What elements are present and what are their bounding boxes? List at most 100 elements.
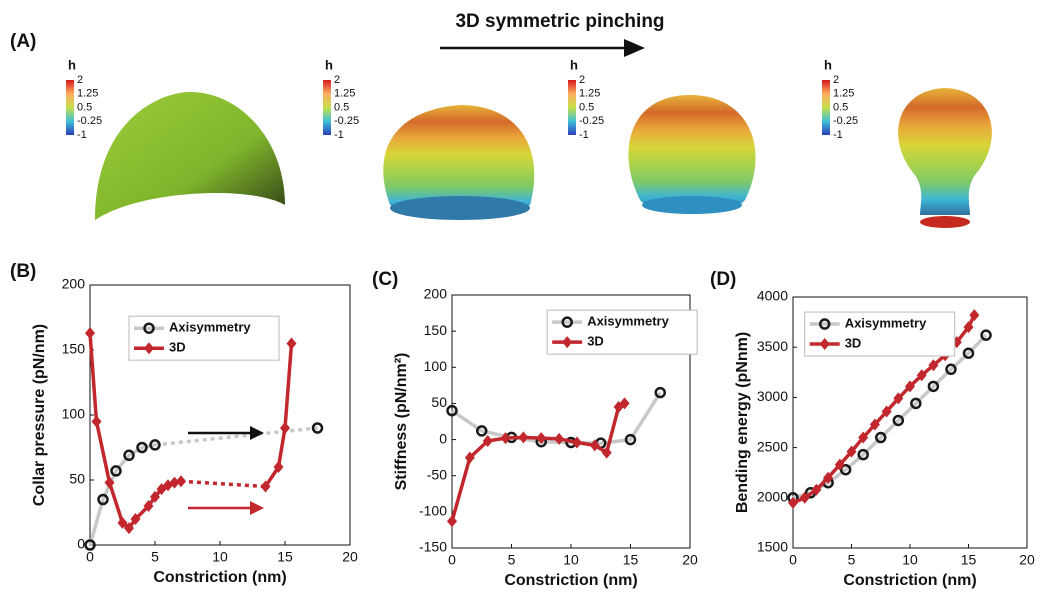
x-tick-label: 15 [961,552,977,568]
legend-label: 3D [587,334,604,349]
y-tick-label: -100 [419,503,447,519]
y-tick-label: 3000 [757,388,788,404]
x-tick-label: 10 [212,549,228,565]
legend-marker [819,338,830,351]
legend-marker [143,322,155,334]
marker [464,451,475,464]
marker [97,493,109,506]
marker [654,386,666,399]
marker [476,425,488,437]
marker [176,475,186,488]
marker [869,418,880,431]
y-tick-label: 100 [424,358,448,374]
panel-label: (B) [10,261,36,282]
colorbar-tick: 0.5 [833,101,848,113]
marker [811,483,822,496]
colorbar-tick: 2 [334,74,340,86]
y-tick-label: 50 [69,471,85,487]
shape-hemisphere [95,92,285,220]
marker [446,404,458,417]
legend-marker [561,316,573,328]
series-line [264,343,294,488]
marker [927,380,940,393]
x-tick-label: 15 [623,552,639,568]
marker [619,397,630,410]
marker [945,363,957,376]
colorbar-label: h [68,57,76,72]
legend-marker [144,342,154,355]
legend-label: 3D [169,340,186,355]
colorbar-tick: 1.25 [579,88,600,100]
series-line [154,426,318,447]
legend-marker [562,336,573,349]
colorbar-tick: 2 [77,74,83,86]
marker [916,369,927,382]
marker [286,337,297,350]
marker [823,471,834,484]
marker [554,432,565,445]
marker [500,432,511,445]
marker [858,431,869,444]
colorbar-tick: 0.5 [334,101,349,113]
x-tick-label: 0 [789,552,797,568]
marker [117,516,128,529]
x-axis-label: Constriction (nm) [843,572,976,589]
y-tick-label: 2500 [757,438,788,454]
shape-bud [383,105,535,215]
marker [124,522,134,535]
colorbar-tick: -0.25 [579,115,604,127]
x-axis-label: Constriction (nm) [504,572,637,589]
marker [571,436,582,449]
x-tick-label: 0 [448,552,456,568]
y-tick-label: 2000 [757,489,788,505]
colorbar-tick: 1.25 [77,88,98,100]
colorbar-tick: -0.25 [334,115,359,127]
marker [150,490,160,503]
x-axis-label: Constriction (nm) [153,569,286,586]
y-tick-label: 3500 [757,338,788,354]
colorbar-tick: 1.25 [833,88,854,100]
shape-neck [390,196,530,220]
legend-label: Axisymmetry [169,320,251,335]
x-tick-label: 5 [508,552,516,568]
marker [536,432,547,445]
marker [518,431,529,444]
shape-neck [642,196,742,214]
arrow-head [624,39,645,57]
panel-label: (D) [710,269,736,290]
marker [834,458,845,471]
colorbar-tick: -0.25 [833,115,858,127]
marker [104,476,115,489]
series-line [450,401,626,522]
y-tick-label: 200 [424,286,448,302]
marker [839,463,852,476]
marker [169,476,180,489]
marker [601,446,612,459]
colorbar [66,80,74,135]
marker [589,439,600,452]
marker [875,431,887,444]
marker [799,491,810,504]
y-tick-label: 50 [431,394,447,410]
colorbar-tick: 0.5 [579,101,594,113]
series-line [88,443,156,546]
panel-label: (C) [372,269,398,290]
y-axis-label: Collar pressure (pN/nm) [31,324,48,506]
marker [136,441,148,454]
colorbar [323,80,331,135]
y-tick-label: -50 [427,466,447,482]
x-tick-label: 5 [151,549,159,565]
marker [123,449,135,462]
y-tick-label: 150 [62,341,86,357]
x-tick-label: 10 [563,552,579,568]
marker [91,415,102,428]
figure-title: 3D symmetric pinching [455,11,664,32]
x-tick-label: 20 [342,549,358,565]
y-tick-label: 0 [439,430,447,446]
marker [892,414,905,427]
legend-label: Axisymmetry [587,314,669,329]
shape-neck [920,216,970,228]
colorbar-tick: -0.25 [77,115,102,127]
colorbar-label: h [570,57,578,72]
